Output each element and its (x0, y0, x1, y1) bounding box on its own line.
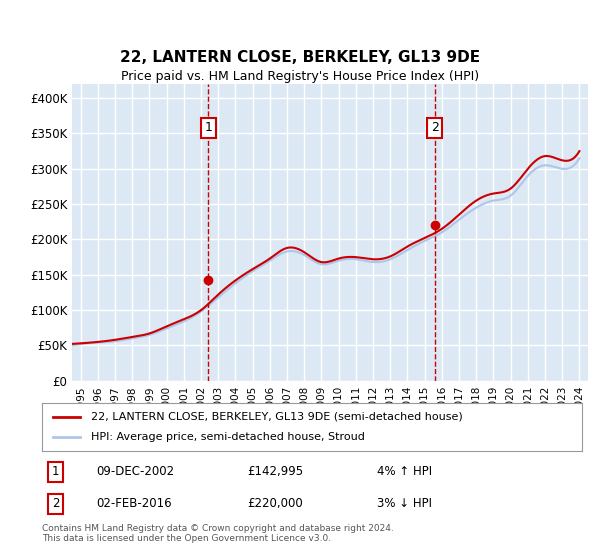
Text: 2: 2 (52, 497, 59, 510)
Text: £220,000: £220,000 (247, 497, 303, 510)
Text: 1: 1 (52, 465, 59, 478)
Text: HPI: Average price, semi-detached house, Stroud: HPI: Average price, semi-detached house,… (91, 432, 364, 442)
Text: Contains HM Land Registry data © Crown copyright and database right 2024.
This d: Contains HM Land Registry data © Crown c… (42, 524, 394, 543)
Text: 3% ↓ HPI: 3% ↓ HPI (377, 497, 432, 510)
Text: 02-FEB-2016: 02-FEB-2016 (96, 497, 172, 510)
Text: 22, LANTERN CLOSE, BERKELEY, GL13 9DE (semi-detached house): 22, LANTERN CLOSE, BERKELEY, GL13 9DE (s… (91, 412, 463, 422)
Text: 4% ↑ HPI: 4% ↑ HPI (377, 465, 432, 478)
Text: 1: 1 (204, 122, 212, 134)
Text: 22, LANTERN CLOSE, BERKELEY, GL13 9DE: 22, LANTERN CLOSE, BERKELEY, GL13 9DE (120, 50, 480, 66)
Text: 09-DEC-2002: 09-DEC-2002 (96, 465, 174, 478)
Text: Price paid vs. HM Land Registry's House Price Index (HPI): Price paid vs. HM Land Registry's House … (121, 70, 479, 83)
Text: £142,995: £142,995 (247, 465, 304, 478)
Text: 2: 2 (431, 122, 439, 134)
